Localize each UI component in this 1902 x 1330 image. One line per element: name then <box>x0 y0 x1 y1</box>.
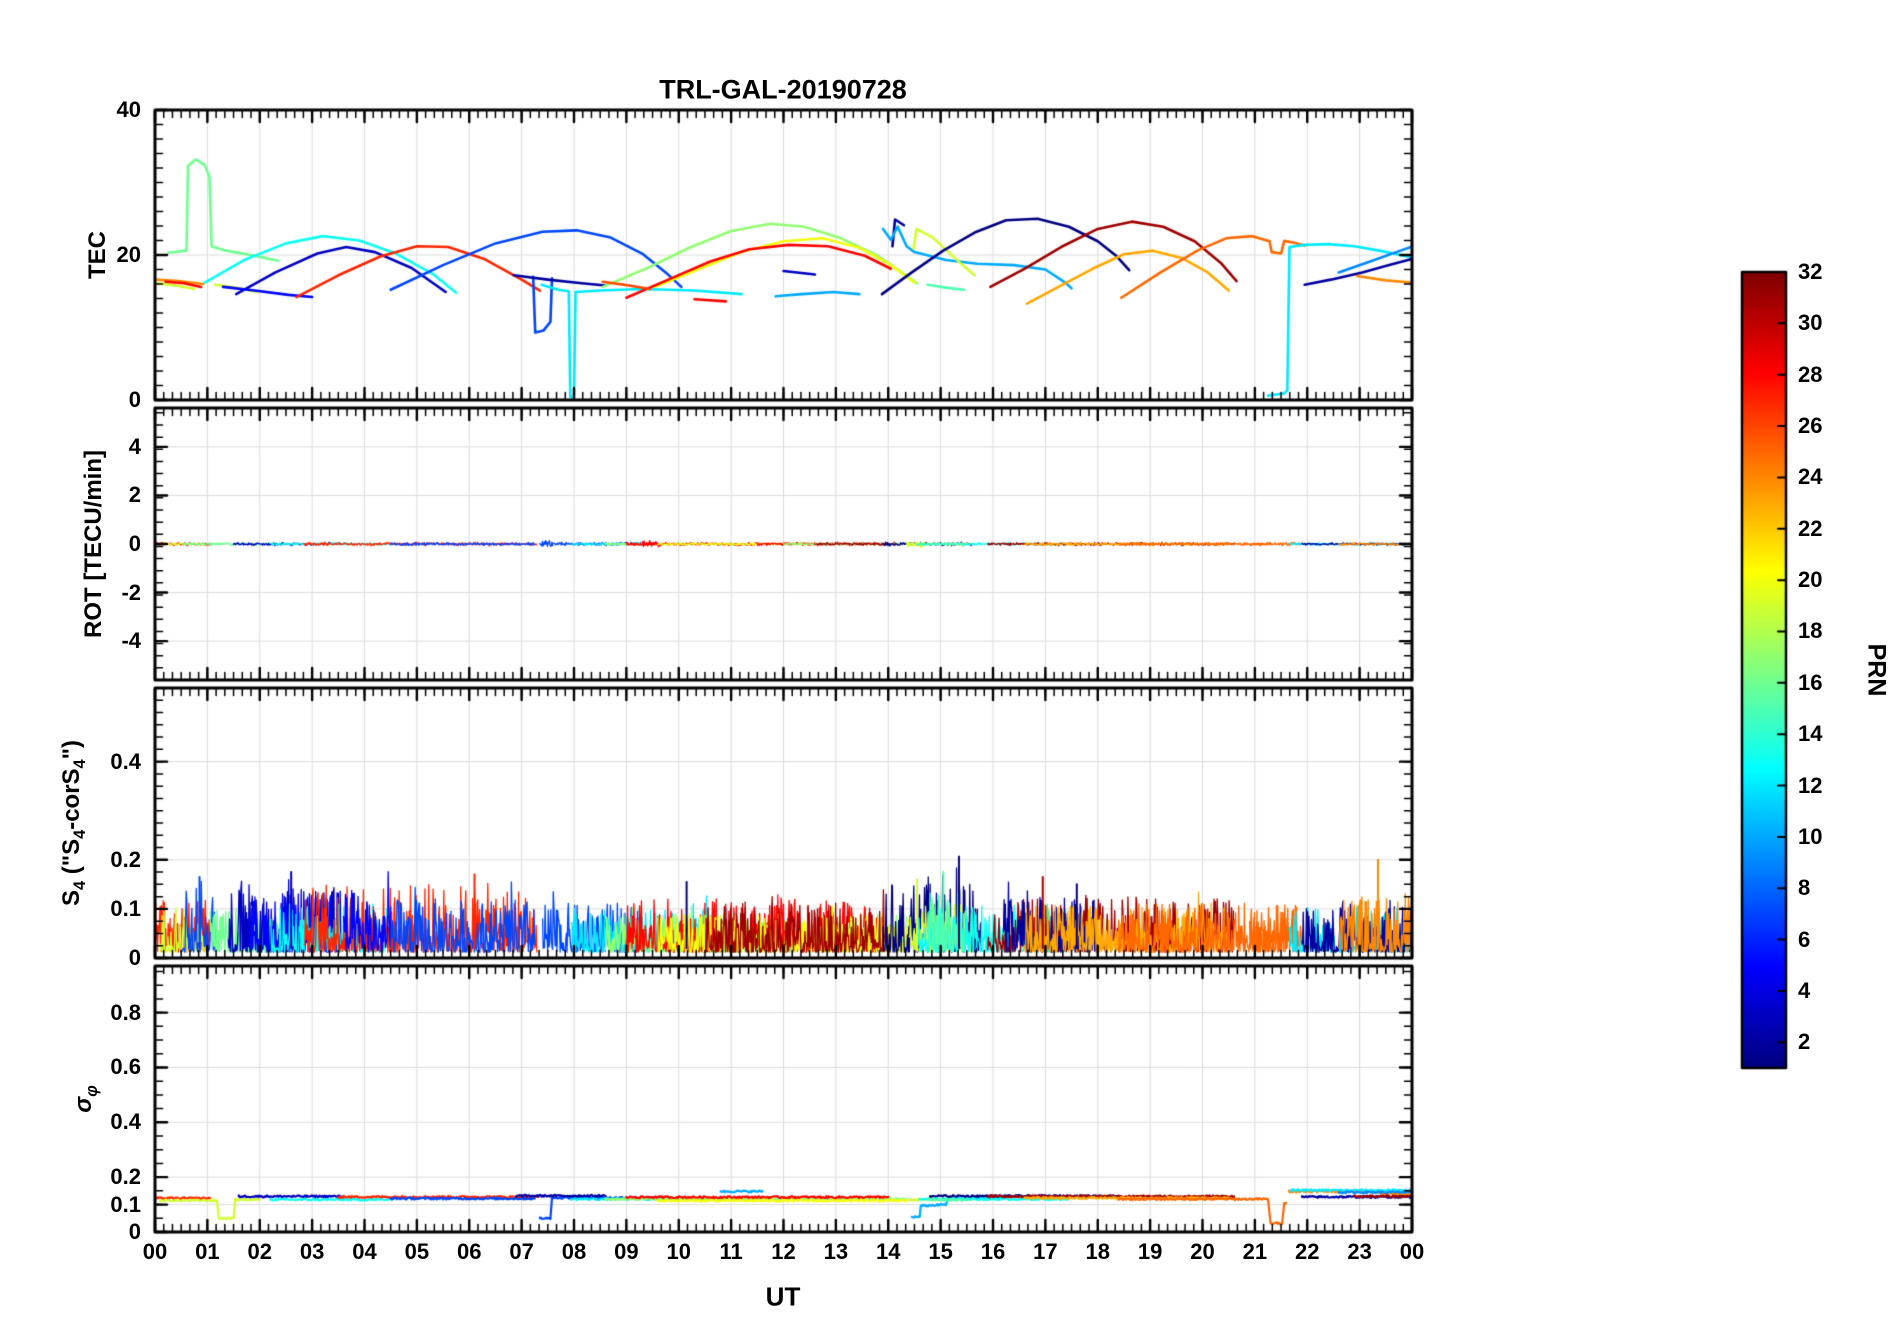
x-tick-label: 00 <box>142 1239 168 1264</box>
tec-y-tick-label: 20 <box>116 242 141 267</box>
x-tick-label: 12 <box>771 1239 796 1264</box>
x-tick-label: 07 <box>509 1239 534 1264</box>
colorbar-tick-label: 22 <box>1798 515 1823 541</box>
sig-y-tick-label: 0.6 <box>110 1054 141 1080</box>
x-tick-label: 13 <box>823 1239 849 1264</box>
x-tick-label: 15 <box>928 1239 953 1264</box>
colorbar-tick-label: 24 <box>1798 464 1823 490</box>
s4-y-tick-label: 0 <box>128 945 141 970</box>
sig-y-tick-label: 0 <box>128 1219 141 1244</box>
axis-label-part: ("S <box>58 838 85 881</box>
x-tick-label: 18 <box>1085 1239 1110 1264</box>
axis-label-part: σ <box>70 1096 97 1113</box>
rot-y-tick-label: 4 <box>128 433 141 459</box>
x-axis-label: UT <box>765 1281 801 1312</box>
colorbar-tick-label: 6 <box>1798 926 1811 952</box>
sigma-phi-axis-label: σφ <box>70 1085 101 1113</box>
colorbar-tick-label: 12 <box>1798 772 1823 798</box>
x-tick-label: 05 <box>404 1239 430 1264</box>
x-tick-label: 01 <box>195 1239 220 1264</box>
axis-label-part: ROT [TECU/min] <box>80 450 107 638</box>
sig-y-tick-label: 0.2 <box>110 1164 141 1190</box>
axis-label-part: 4 <box>70 829 89 839</box>
axis-label-part: ") <box>58 739 85 760</box>
x-tick-label: 08 <box>561 1239 587 1264</box>
x-tick-label: 19 <box>1137 1239 1163 1264</box>
x-tick-label: 00 <box>1399 1239 1425 1264</box>
axis-label-part: TEC <box>84 231 111 279</box>
s4-y-tick-label: 0.4 <box>110 748 141 774</box>
colorbar-tick-label: 2 <box>1798 1029 1811 1055</box>
axis-label-part: 4 <box>70 880 89 890</box>
tec-y-tick-label: 40 <box>116 97 141 122</box>
sig-y-tick-label: 0.4 <box>110 1109 141 1135</box>
s4-y-tick-label: 0.1 <box>110 895 141 921</box>
x-tick-label: 04 <box>352 1239 377 1264</box>
axis-label-part: S <box>58 890 85 907</box>
colorbar-tick-label: 32 <box>1798 259 1823 284</box>
x-tick-label: 11 <box>719 1239 743 1264</box>
colorbar-tick-label: 14 <box>1798 721 1823 747</box>
s4-y-tick-label: 0.2 <box>110 846 141 872</box>
x-tick-label: 22 <box>1295 1239 1320 1264</box>
s4-axis-label: S4 ("S4-corS4") <box>58 739 89 907</box>
x-tick-label: 23 <box>1347 1239 1372 1264</box>
axis-label-part: φ <box>82 1085 101 1097</box>
sig-y-tick-label: 0.8 <box>110 999 141 1025</box>
colorbar-tick-label: 10 <box>1798 823 1823 849</box>
rot-y-tick-label: -2 <box>121 579 141 605</box>
x-tick-label: 02 <box>247 1239 272 1264</box>
x-tick-label: 14 <box>876 1239 901 1264</box>
x-tick-label: 17 <box>1033 1239 1058 1264</box>
rot-y-tick-label: 2 <box>128 482 141 508</box>
colorbar-tick-label: 28 <box>1798 361 1823 387</box>
colorbar-tick-label: 30 <box>1798 310 1823 336</box>
x-tick-label: 20 <box>1190 1239 1215 1264</box>
x-tick-label: 09 <box>614 1239 639 1264</box>
rot-y-tick-label: 0 <box>128 531 141 556</box>
axis-label-part: 4 <box>70 759 89 769</box>
colorbar-tick-label: 16 <box>1798 669 1823 695</box>
rot-axis-label: ROT [TECU/min] <box>80 450 108 638</box>
colorbar-tick-label: 18 <box>1798 618 1823 644</box>
tec-y-tick-label: 0 <box>128 387 141 412</box>
x-tick-label: 03 <box>299 1239 325 1264</box>
chart-title: TRL-GAL-20190728 <box>659 74 907 105</box>
colorbar-label: PRN <box>1862 643 1891 697</box>
colorbar-tick-label: 20 <box>1798 567 1823 593</box>
tec-axis-label: TEC <box>84 231 112 279</box>
colorbar-tick-label: 8 <box>1798 875 1811 901</box>
x-tick-label: 06 <box>457 1239 482 1264</box>
x-tick-label: 16 <box>980 1239 1006 1264</box>
colorbar-tick-label: 4 <box>1798 977 1811 1003</box>
colorbar-tick-label: 26 <box>1798 413 1823 439</box>
axis-label-part: -corS <box>58 768 85 830</box>
sig-y-tick-label: 0.1 <box>110 1191 141 1217</box>
x-tick-label: 21 <box>1242 1239 1268 1264</box>
x-tick-label: 10 <box>666 1239 691 1264</box>
rot-y-tick-label: -4 <box>121 628 141 654</box>
